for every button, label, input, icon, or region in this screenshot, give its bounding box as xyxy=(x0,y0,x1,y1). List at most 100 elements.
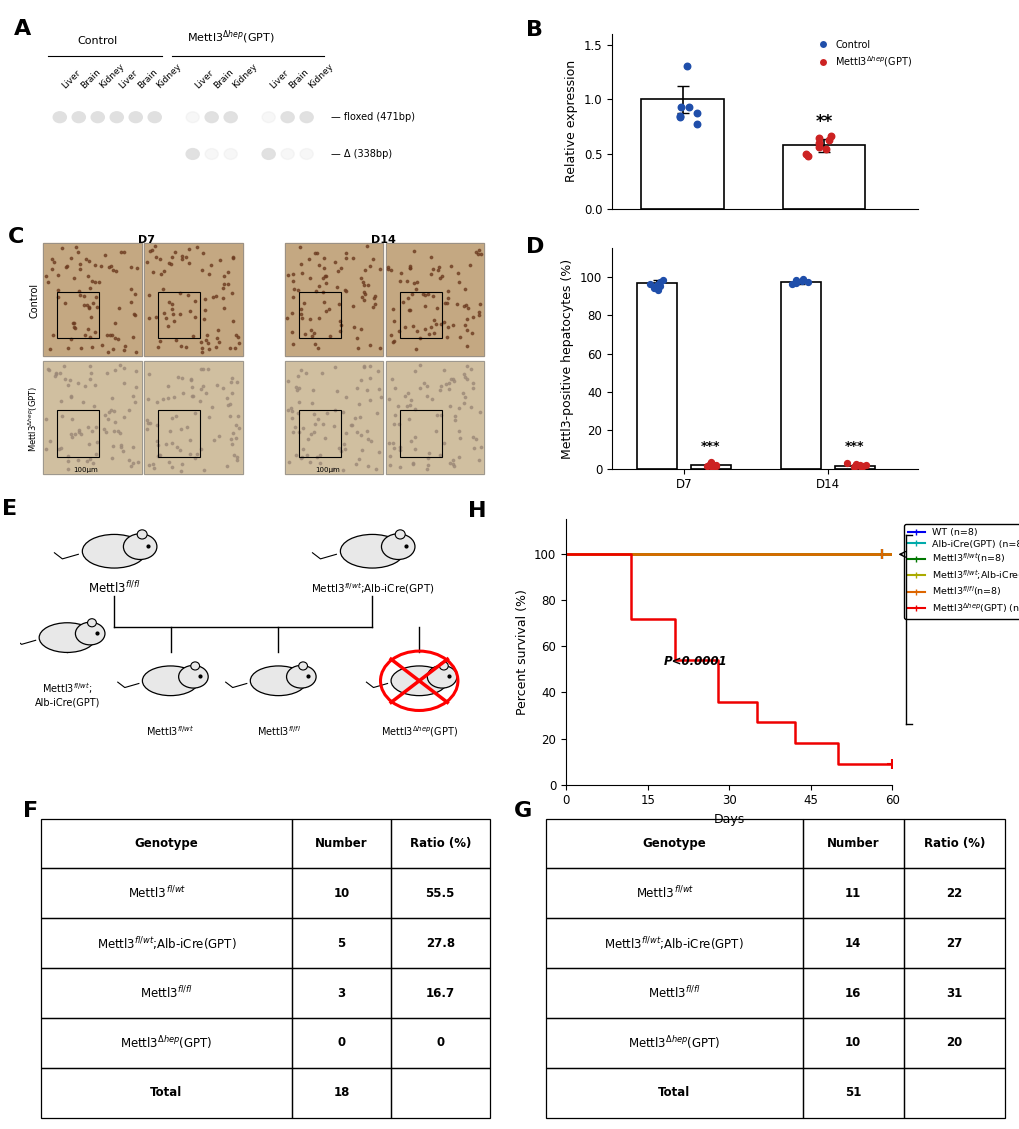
Point xyxy=(227,326,244,344)
Text: Ratio (%): Ratio (%) xyxy=(922,837,984,850)
Point xyxy=(294,439,311,457)
Point xyxy=(194,339,210,357)
Point xyxy=(38,410,54,428)
Point xyxy=(649,280,665,298)
Point xyxy=(166,387,182,405)
Point xyxy=(305,382,321,400)
Point xyxy=(171,305,187,323)
Text: Brain: Brain xyxy=(78,67,102,90)
Point xyxy=(380,261,396,279)
Point xyxy=(167,244,183,262)
Point xyxy=(401,300,418,318)
Point xyxy=(382,456,398,474)
Point xyxy=(432,382,448,400)
Point xyxy=(113,438,129,456)
Point xyxy=(162,255,178,273)
Point xyxy=(457,296,473,314)
Point xyxy=(110,422,126,440)
Point xyxy=(229,373,246,391)
Point xyxy=(423,318,439,336)
Point xyxy=(194,343,210,361)
Point xyxy=(289,281,306,299)
Point xyxy=(401,257,418,275)
Point xyxy=(199,326,215,344)
Point xyxy=(186,307,203,325)
Point xyxy=(126,305,143,323)
Point xyxy=(307,335,323,353)
Point xyxy=(181,254,198,272)
Point xyxy=(329,278,345,296)
Point xyxy=(372,388,388,406)
Point xyxy=(362,357,378,375)
Point xyxy=(472,295,488,313)
Ellipse shape xyxy=(394,530,405,539)
Point xyxy=(172,338,189,356)
Point xyxy=(433,268,449,286)
Point xyxy=(174,247,191,265)
Point xyxy=(193,333,209,351)
Point xyxy=(457,280,473,298)
Bar xyxy=(385,361,484,474)
Point xyxy=(279,309,296,327)
Bar xyxy=(834,465,874,469)
Point xyxy=(411,379,427,397)
Point xyxy=(382,326,398,344)
Point xyxy=(385,332,401,350)
Point xyxy=(113,436,129,454)
Point xyxy=(161,254,177,272)
Point xyxy=(356,357,372,375)
Point xyxy=(438,329,454,347)
Point xyxy=(312,446,328,464)
Point xyxy=(471,403,487,421)
Ellipse shape xyxy=(39,623,96,653)
Point xyxy=(100,410,116,428)
Point xyxy=(454,384,471,402)
Point xyxy=(63,426,79,444)
Point xyxy=(228,415,245,434)
Bar xyxy=(390,969,489,1018)
Point xyxy=(150,436,166,454)
Point xyxy=(348,422,365,440)
Point xyxy=(293,264,310,282)
Point xyxy=(225,248,242,266)
Text: C: C xyxy=(8,227,24,247)
Bar xyxy=(43,243,142,356)
Bar xyxy=(802,969,903,1018)
Point xyxy=(455,365,472,383)
Point xyxy=(464,428,480,446)
Point xyxy=(51,440,67,458)
Point xyxy=(301,250,317,268)
Text: Mettl3$^{\Delta hep}$(GPT): Mettl3$^{\Delta hep}$(GPT) xyxy=(380,724,458,738)
Bar xyxy=(545,918,802,969)
Point xyxy=(407,428,423,446)
Point xyxy=(56,357,72,375)
Point xyxy=(454,297,471,315)
Ellipse shape xyxy=(185,149,199,159)
Point xyxy=(219,396,235,414)
Point xyxy=(160,377,176,395)
Point xyxy=(283,402,300,420)
Point xyxy=(350,339,366,357)
Text: 27.8: 27.8 xyxy=(425,937,454,949)
Point xyxy=(89,434,105,452)
Bar xyxy=(41,1068,291,1118)
Point xyxy=(288,380,305,399)
Point xyxy=(316,429,332,447)
Point xyxy=(104,437,120,455)
Text: 16.7: 16.7 xyxy=(425,987,454,999)
Point xyxy=(110,299,126,317)
Point xyxy=(332,443,348,461)
Point xyxy=(703,453,719,471)
Point xyxy=(280,453,297,471)
Point xyxy=(417,297,433,315)
Point xyxy=(302,269,318,287)
Text: 100μm: 100μm xyxy=(315,467,339,473)
Point xyxy=(405,242,421,260)
Point xyxy=(223,429,239,447)
Point xyxy=(308,448,324,466)
Bar xyxy=(158,411,200,457)
Point xyxy=(162,421,178,439)
Point xyxy=(101,326,117,344)
Point xyxy=(84,422,100,440)
Text: Brain: Brain xyxy=(212,67,234,90)
